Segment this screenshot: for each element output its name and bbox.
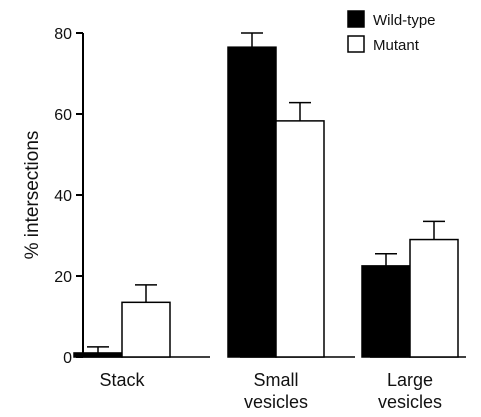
bar-mutant-2	[409, 238, 459, 358]
y-tick-label: 40	[54, 188, 72, 205]
category-label: vesicles	[244, 392, 308, 412]
category-label: vesicles	[378, 392, 442, 412]
bar-wild-type-0	[73, 352, 123, 358]
legend: Wild-type Mutant	[347, 10, 436, 54]
legend-swatch	[347, 10, 365, 28]
y-axis-title: % intersections	[22, 131, 43, 260]
category-label: Small	[253, 370, 298, 390]
bar-mutant-1	[275, 120, 325, 358]
y-tick-label: 0	[63, 350, 72, 367]
legend-label: Mutant	[373, 37, 420, 54]
bar-wild-type-1	[227, 46, 277, 358]
y-tick-label: 60	[54, 107, 72, 124]
axes: 0 20 40 60 80 % intersections	[22, 26, 466, 367]
y-tick-label: 20	[54, 269, 72, 286]
bars	[73, 32, 459, 358]
bar-mutant-0	[121, 301, 171, 358]
y-tick-label: 80	[54, 26, 72, 43]
category-label: Stack	[99, 370, 145, 390]
category-label: Large	[387, 370, 433, 390]
bar-wild-type-2	[361, 265, 411, 358]
legend-swatch	[347, 35, 365, 53]
legend-label: Wild-type	[373, 12, 436, 29]
